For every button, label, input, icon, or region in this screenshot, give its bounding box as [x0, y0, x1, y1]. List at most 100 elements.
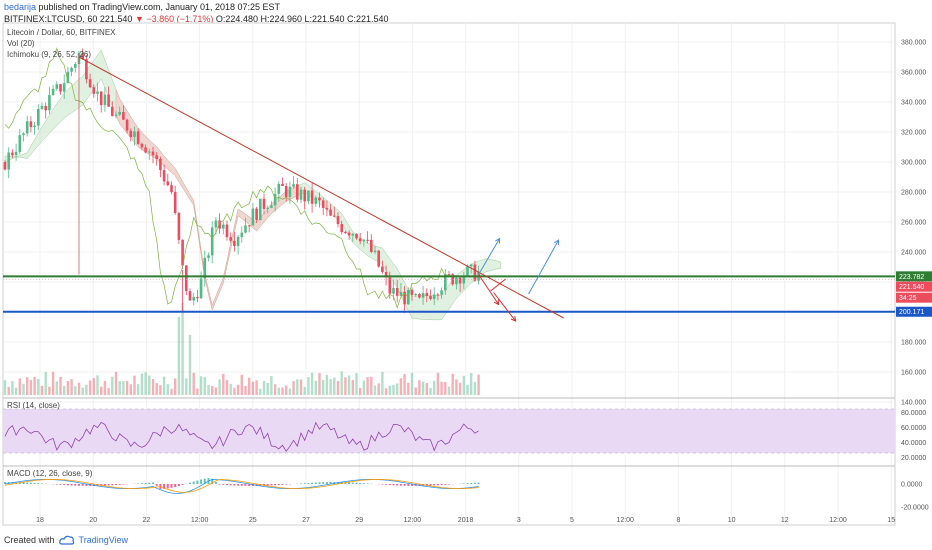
volume-bar — [214, 387, 218, 395]
volume-bar — [207, 384, 210, 395]
candle-body — [29, 121, 33, 128]
macd-histogram-bar — [59, 484, 62, 485]
candle-body — [88, 79, 92, 88]
candle-body — [37, 109, 40, 126]
macd-histogram-bar — [359, 482, 362, 484]
time-tick-label: 8 — [676, 517, 680, 524]
volume-bar — [181, 303, 184, 395]
volume-bar — [473, 382, 477, 395]
tag-bar-timer-text: 34:25 — [899, 295, 917, 302]
candle-body — [173, 192, 177, 213]
candle-body — [429, 296, 432, 300]
time-tick-label: 29 — [355, 517, 363, 524]
volume-bar — [148, 375, 151, 395]
macd-histogram-bar — [155, 484, 158, 486]
candle-body — [136, 131, 140, 144]
macd-histogram-bar — [118, 484, 121, 485]
volume-legend[interactable]: Vol (20) — [7, 39, 35, 48]
macd-histogram-bar — [248, 484, 251, 486]
ichimoku-legend[interactable]: Ichimoku (9, 26, 52, 26) — [7, 50, 92, 59]
price-tick-label: 340.000 — [901, 100, 926, 107]
author-link[interactable]: bedarija — [4, 2, 37, 12]
macd-histogram-bar — [137, 483, 140, 484]
macd-histogram-bar — [381, 484, 384, 485]
candle-body — [70, 67, 73, 72]
volume-bar — [392, 384, 395, 395]
candle-body — [358, 238, 362, 242]
candle-body — [247, 225, 251, 227]
candle-body — [48, 95, 51, 111]
macd-histogram-bar — [311, 482, 314, 484]
volume-bar — [366, 377, 369, 395]
macd-histogram-bar — [233, 484, 236, 486]
candle-body — [288, 186, 292, 197]
candle-body — [181, 239, 184, 266]
macd-histogram-bar — [351, 482, 354, 484]
arrow-red-down — [478, 274, 500, 305]
price-tick-label: 380.000 — [901, 40, 926, 47]
volume-bar — [37, 378, 40, 395]
volume-bar — [251, 381, 255, 395]
volume-bar — [203, 377, 206, 395]
candle-body — [81, 52, 84, 60]
volume-bar — [440, 381, 443, 395]
tag-bar-timer — [896, 292, 932, 303]
rsi-tick-label: 60.0000 — [901, 425, 926, 432]
last-price: 221.540 — [99, 14, 133, 24]
price-tags: 223.782 221.540 34:25 200.171 — [896, 271, 932, 317]
volume-bar — [174, 378, 177, 395]
candle-body — [155, 155, 158, 159]
macd-histogram-bar — [174, 484, 177, 487]
rsi-tick-label: 20.0000 — [901, 455, 926, 462]
candle-body — [388, 277, 392, 294]
volume-bar — [70, 379, 73, 395]
volume-bar — [429, 387, 432, 395]
time-axis[interactable]: 18 20 22 12:00 25 27 29 12:00 2018 3 5 12:00 8 10 12 12… — [36, 517, 895, 524]
volume-bar — [329, 379, 332, 395]
volume-bar — [266, 382, 269, 395]
volume-bar — [77, 382, 81, 395]
trend-line — [78, 56, 564, 319]
candle-body — [14, 151, 18, 156]
candle-body — [340, 224, 343, 233]
signal-line — [4, 478, 479, 493]
candle-body — [296, 184, 299, 200]
candle-body — [214, 220, 218, 228]
volume-bar — [122, 381, 125, 395]
volume-bar — [51, 371, 55, 395]
price-axis[interactable]: 380.000 360.000 340.000 320.000 300.000 280.0… — [901, 40, 929, 512]
candle-body — [392, 287, 395, 294]
time-tick-label: 22 — [143, 517, 151, 524]
time-tick-label: 2018 — [458, 517, 474, 524]
volume-bar — [410, 372, 414, 395]
candle-body — [7, 152, 10, 170]
candle-body — [414, 293, 417, 295]
symbol-name: BITFINEX:LTCUSD, 60 — [4, 14, 98, 24]
rsi-legend[interactable]: RSI (14, close) — [7, 401, 60, 410]
volume-bar — [399, 378, 403, 395]
macd-histogram-bar — [403, 484, 406, 486]
macd-histogram-bar — [388, 484, 391, 486]
candle-body — [162, 170, 166, 182]
arrow-blue-up-head — [495, 237, 501, 244]
candle-body — [166, 181, 170, 186]
volume-bar — [129, 384, 132, 395]
candle-body — [218, 220, 221, 229]
candle-body — [273, 193, 277, 206]
candle-body — [466, 266, 469, 276]
volume-bar — [433, 380, 436, 395]
macd-histogram-bar — [144, 482, 147, 484]
candle-body — [144, 147, 147, 153]
footer-text: Created with — [4, 535, 55, 545]
candle-body — [455, 277, 458, 285]
candle-body — [292, 184, 295, 187]
volume-bar — [248, 377, 251, 395]
macd-histogram-bar — [200, 479, 203, 484]
candle-body — [432, 294, 436, 300]
tradingview-link[interactable]: TradingView — [78, 535, 129, 545]
candle-body — [85, 59, 88, 80]
macd-legend[interactable]: MACD (12, 26, close, 9) — [7, 469, 93, 478]
candle-body — [122, 111, 125, 120]
tag-resistance-text: 223.782 — [899, 274, 924, 281]
